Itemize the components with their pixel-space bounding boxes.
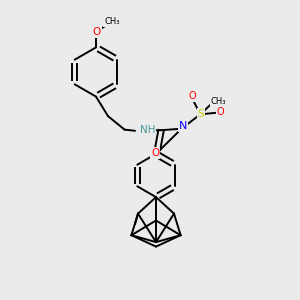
Text: N: N <box>179 121 188 131</box>
Text: O: O <box>216 107 224 117</box>
Text: O: O <box>92 27 101 37</box>
Text: CH₃: CH₃ <box>104 17 120 26</box>
Text: O: O <box>188 91 196 101</box>
Text: S: S <box>197 109 204 119</box>
Text: CH₃: CH₃ <box>211 97 226 106</box>
Text: NH: NH <box>140 125 156 135</box>
Text: O: O <box>151 148 159 158</box>
